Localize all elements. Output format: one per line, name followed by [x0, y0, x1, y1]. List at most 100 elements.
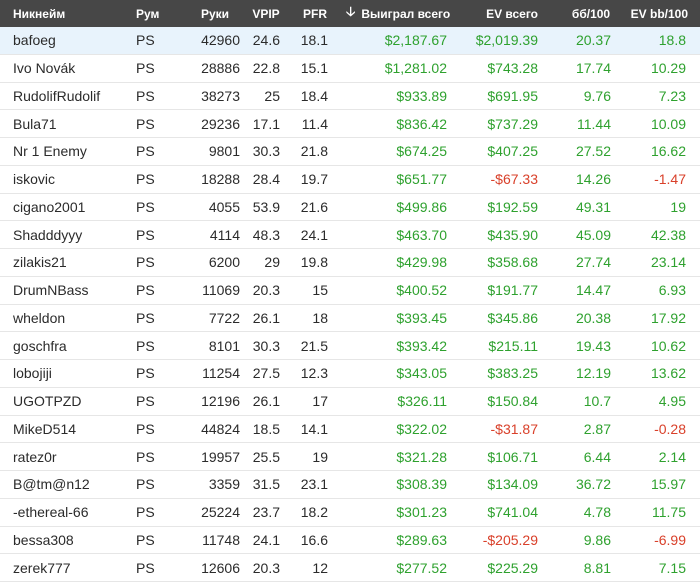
cell-pfr: 18 [312, 309, 328, 326]
cell-room: PS [136, 198, 155, 215]
cell-player-name: UGOTPZD [13, 393, 82, 410]
col-header-vpip[interactable]: VPIP [252, 6, 280, 21]
table-row[interactable]: DrumNBass PS 11069 20.3 15 $400.52 $191.77 14.4… [0, 277, 700, 305]
cell-player-name: wheldon [13, 309, 66, 326]
cell-room: PS [136, 254, 155, 271]
cell-bb100: 20.37 [575, 32, 611, 49]
cell-hands: 11254 [202, 365, 240, 382]
col-header-ev-total[interactable]: EV всего [486, 6, 538, 21]
cell-won-total: $326.11 [397, 393, 447, 410]
cell-vpip: 17.1 [252, 115, 280, 132]
cell-won-total: $836.42 [396, 115, 447, 132]
table-header: Никнейм Рум Руки VPIP PFR 🡣 Выиграл всег… [0, 0, 700, 27]
cell-ev-total: $192.59 [487, 198, 538, 215]
cell-ev-total: $191.77 [487, 282, 538, 299]
cell-hands: 29236 [201, 115, 240, 132]
cell-won-total: $393.45 [396, 309, 447, 326]
table-row[interactable]: Ivo Novák PS 28886 22.8 15.1 $1,281.02 $743.28… [0, 55, 700, 83]
table-row[interactable]: -ethereal-66 PS 25224 23.7 18.2 $301.23 $741.0… [0, 499, 700, 527]
cell-pfr: 21.6 [300, 198, 328, 215]
table-row[interactable]: zilakis21 PS 6200 29 19.8 $429.98 $358.68 27.74… [0, 249, 700, 277]
cell-ev-bb100: 17.92 [650, 309, 686, 326]
col-header-ev-bb100[interactable]: EV bb/100 [630, 6, 688, 21]
table-row[interactable]: B@tm@n12 PS 3359 31.5 23.1 $308.39 $134.09 36.7… [0, 471, 700, 499]
cell-vpip: 20.3 [252, 282, 280, 299]
cell-pfr: 15 [312, 282, 328, 299]
table-body: bafoeg PS 42960 24.6 18.1 $2,187.67 $2,019.39 2… [0, 27, 700, 582]
cell-bb100: 10.7 [583, 393, 611, 410]
cell-ev-bb100: 18.8 [658, 32, 686, 49]
cell-won-total: $322.02 [396, 420, 447, 437]
cell-vpip: 23.7 [252, 504, 280, 521]
cell-ev-total: $2,019.39 [475, 32, 538, 49]
cell-pfr: 15.1 [300, 60, 328, 77]
cell-bb100: 11.44 [577, 115, 611, 132]
cell-ev-bb100: 10.29 [650, 60, 686, 77]
cell-room: PS [136, 365, 155, 382]
cell-vpip: 22.8 [252, 60, 280, 77]
cell-bb100: 27.52 [575, 143, 611, 160]
cell-player-name: goschfra [13, 337, 67, 354]
cell-hands: 38273 [201, 87, 240, 104]
cell-hands: 44824 [201, 420, 240, 437]
table-row[interactable]: lobojiji PS 11254 27.5 12.3 $343.05 $383.25 12.… [0, 360, 700, 388]
col-header-pfr[interactable]: PFR [303, 6, 327, 21]
col-header-room[interactable]: Рум [136, 6, 160, 21]
cell-bb100: 14.26 [575, 171, 611, 188]
cell-ev-bb100: 23.14 [650, 254, 686, 271]
table-row[interactable]: Shadddyyy PS 4114 48.3 24.1 $463.70 $435.90 45.… [0, 221, 700, 249]
cell-ev-total: -$31.87 [490, 420, 538, 437]
cell-player-name: DrumNBass [13, 282, 89, 299]
cell-room: PS [136, 226, 155, 243]
cell-player-name: Nr 1 Enemy [13, 143, 87, 160]
cell-ev-bb100: 6.93 [658, 282, 686, 299]
cell-ev-total: $383.25 [487, 365, 538, 382]
cell-player-name: RudolifRudolif [13, 87, 101, 104]
cell-bb100: 12.19 [575, 365, 611, 382]
table-row[interactable]: cigano2001 PS 4055 53.9 21.6 $499.86 $192.59 49… [0, 194, 700, 222]
table-row[interactable]: wheldon PS 7722 26.1 18 $393.45 $345.86 20.38 17… [0, 305, 700, 333]
cell-ev-bb100: 10.62 [650, 337, 686, 354]
table-row[interactable]: iskovic PS 18288 28.4 19.7 $651.77 -$67.33 14.2… [0, 166, 700, 194]
cell-won-total: $933.89 [396, 87, 447, 104]
cell-ev-bb100: 19 [670, 198, 686, 215]
cell-ev-bb100: 15.97 [650, 476, 686, 493]
arrow-down-icon: 🡣 [346, 3, 356, 19]
cell-vpip: 24.1 [252, 531, 280, 548]
cell-ev-total: $737.29 [487, 115, 538, 132]
cell-ev-total: $435.90 [487, 226, 538, 243]
col-header-nickname[interactable]: Никнейм [13, 6, 66, 21]
cell-ev-bb100: 42.38 [650, 226, 686, 243]
cell-vpip: 26.1 [252, 393, 280, 410]
cell-bb100: 2.87 [583, 420, 611, 437]
table-row[interactable]: UGOTPZD PS 12196 26.1 17 $326.11 $150.84 10.7 4.… [0, 388, 700, 416]
cell-player-name: cigano2001 [13, 198, 86, 215]
cell-vpip: 31.5 [252, 476, 280, 493]
table-row[interactable]: ratez0r PS 19957 25.5 19 $321.28 $106.71 6.44 2.… [0, 443, 700, 471]
cell-ev-total: $215.11 [488, 337, 538, 354]
table-row[interactable]: Bula71 PS 29236 17.1 11.4 $836.42 $737.29 11.44… [0, 110, 700, 138]
col-header-won-total[interactable]: 🡣 Выиграл всего [346, 0, 456, 27]
cell-won-total: $429.98 [396, 254, 447, 271]
cell-won-total: $499.86 [396, 198, 447, 215]
cell-player-name: MikeD514 [13, 420, 77, 437]
table-row[interactable]: RudolifRudolif PS 38273 25 18.4 $933.89 $691.9… [0, 83, 700, 111]
cell-room: PS [136, 504, 155, 521]
cell-player-name: Shadddyyy [13, 226, 83, 243]
cell-ev-bb100: 10.09 [650, 115, 686, 132]
col-header-bb100[interactable]: бб/100 [571, 6, 611, 21]
cell-won-total: $2,187.67 [384, 32, 447, 49]
table-row[interactable]: MikeD514 PS 44824 18.5 14.1 $322.02 -$31.87 2.8… [0, 416, 700, 444]
cell-bb100: 14.47 [575, 282, 611, 299]
table-row[interactable]: bafoeg PS 42960 24.6 18.1 $2,187.67 $2,019.39 2… [0, 27, 700, 55]
table-row[interactable]: zerek777 PS 12606 20.3 12 $277.52 $225.29 8.81 7… [0, 554, 700, 582]
cell-room: PS [136, 476, 155, 493]
table-row[interactable]: goschfra PS 8101 30.3 21.5 $393.42 $215.11 19.4… [0, 332, 700, 360]
table-row[interactable]: bessa308 PS 11748 24.1 16.6 $289.63 -$205.29 9.… [0, 527, 700, 555]
cell-vpip: 27.5 [252, 365, 280, 382]
cell-player-name: iskovic [13, 171, 56, 188]
col-header-hands[interactable]: Руки [200, 6, 230, 21]
table-row[interactable]: Nr 1 Enemy PS 9801 30.3 21.8 $674.25 $407.25 27… [0, 138, 700, 166]
cell-vpip: 53.9 [252, 198, 280, 215]
cell-bb100: 45.09 [575, 226, 611, 243]
